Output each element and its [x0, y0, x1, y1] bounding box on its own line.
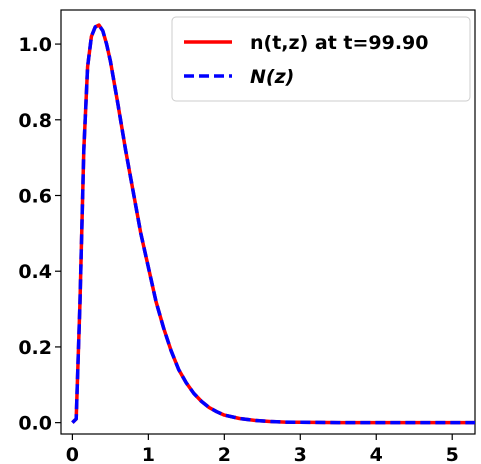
plot-area-frame [60, 9, 476, 435]
y-tick-label: 0.4 [18, 261, 52, 283]
legend-label-series-1: n(t,z) at t=99.90 [250, 32, 429, 54]
x-axis: 0 1 2 3 4 5 [66, 434, 459, 464]
x-tick-label: 0 [66, 444, 79, 464]
x-tick-label: 2 [218, 444, 231, 464]
y-tick-label: 0.8 [18, 110, 52, 132]
y-axis: 0.0 0.2 0.4 0.6 0.8 1.0 [18, 34, 61, 435]
legend: n(t,z) at t=99.90 N(z) [171, 16, 471, 102]
y-tick-label: 0.0 [18, 413, 52, 435]
series-line-2 [71, 23, 475, 425]
x-tick-label: 5 [446, 444, 459, 464]
x-tick-label: 1 [142, 444, 155, 464]
x-tick-label: 4 [370, 444, 383, 464]
y-tick-label: 0.2 [18, 337, 52, 359]
legend-label-series-2: N(z) [250, 66, 294, 88]
y-tick-label: 0.6 [18, 186, 52, 208]
legend-box [171, 16, 471, 102]
series-layer [71, 23, 475, 425]
y-tick-label: 1.0 [18, 34, 52, 56]
x-tick-label: 3 [294, 444, 307, 464]
